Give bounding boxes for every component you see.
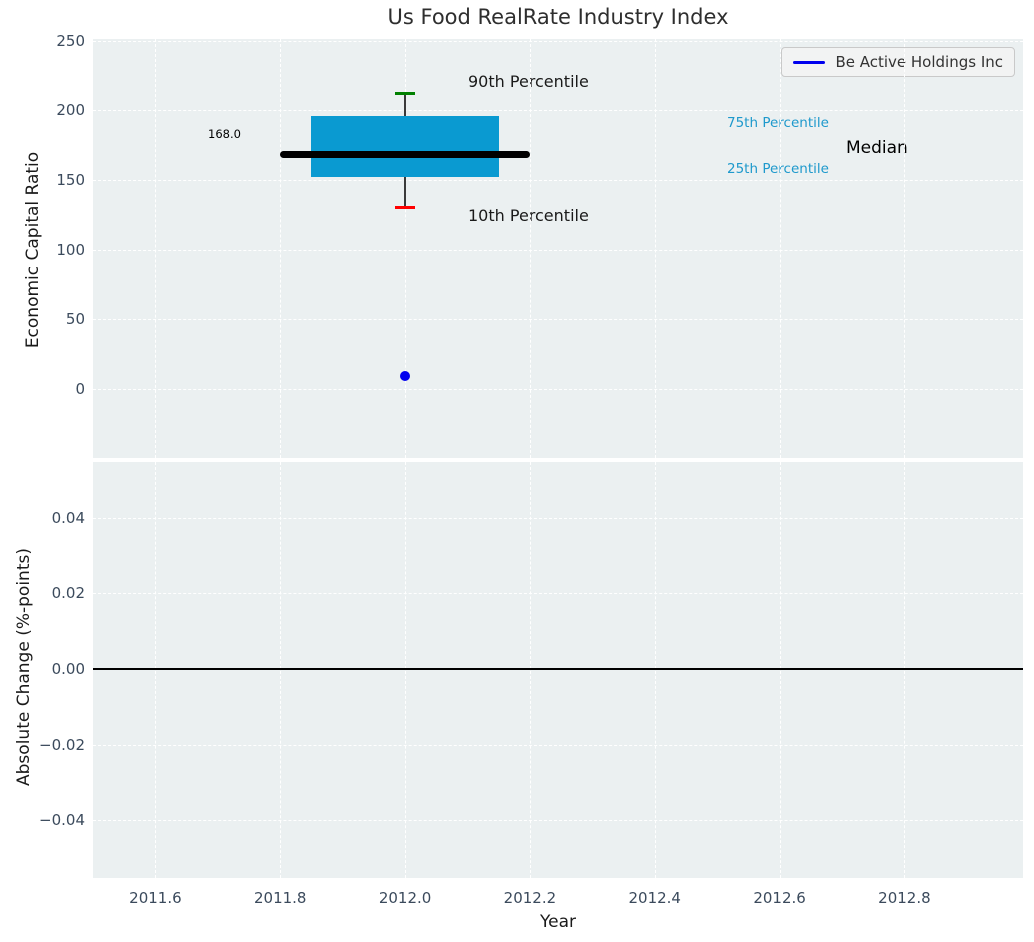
x-tick-label: 2012.0 [378,889,432,907]
legend-label: Be Active Holdings Inc [835,53,1003,71]
y-tick-label: 0 [75,379,85,398]
y-tick-label: 200 [56,101,85,120]
gridline-vertical [904,39,906,458]
y-tick-label: 150 [56,170,85,189]
gridline-vertical [155,39,157,458]
gridline-horizontal [93,820,1023,822]
chart-title: Us Food RealRate Industry Index [387,5,729,29]
series-data-point [400,371,411,382]
gridline-vertical [280,39,282,458]
gridline-horizontal [93,319,1023,321]
gridline-horizontal [93,517,1023,519]
legend: Be Active Holdings Inc [781,47,1015,77]
annotation-10th-percentile: 10th Percentile [468,206,589,225]
y-tick-label: 100 [56,240,85,259]
whisker-cap-10th [395,206,416,210]
y-tick-label: 250 [56,31,85,50]
annotation-25th-percentile: 25th Percentile [727,161,829,177]
gridline-vertical [779,39,781,458]
annotation-median-value: 168.0 [208,127,241,141]
gridline-horizontal [93,388,1023,390]
gridline-horizontal [93,110,1023,112]
interquartile-box [311,115,499,178]
y-tick-label: 50 [65,310,85,329]
x-axis-label: Year [540,912,576,932]
annotation-median: Median [846,138,908,158]
x-tick-label: 2012.4 [628,889,681,907]
zero-reference-line [93,668,1023,671]
x-tick-label: 2012.2 [503,889,557,907]
whisker-cap-90th [395,92,416,96]
gridline-horizontal [93,40,1023,42]
annotation-75th-percentile: 75th Percentile [727,115,829,131]
y-tick-label: 0.04 [51,508,85,527]
gridline-vertical [529,39,531,458]
x-tick-label: 2012.8 [878,889,931,907]
gridline-horizontal [93,593,1023,595]
gridline-vertical [405,39,407,458]
x-tick-label: 2011.8 [253,889,307,907]
legend-line-sample [793,60,826,64]
y-tick-label: 0.00 [51,660,85,679]
median-line [280,151,530,159]
gridline-horizontal [93,179,1023,181]
x-tick-label: 2011.6 [129,889,182,907]
annotation-90th-percentile: 90th Percentile [468,72,589,91]
x-tick-label: 2012.6 [753,889,806,907]
y-tick-label: −0.04 [39,811,85,830]
plot-area-absolute-change [93,462,1023,878]
y-tick-label: −0.02 [39,735,85,754]
gridline-horizontal [93,249,1023,251]
plot-area-economic-capital-ratio: 90th Percentile 10th Percentile 75th Per… [93,39,1023,458]
y-tick-label: 0.02 [51,584,85,603]
gridline-vertical [654,39,656,458]
gridline-horizontal [93,744,1023,746]
